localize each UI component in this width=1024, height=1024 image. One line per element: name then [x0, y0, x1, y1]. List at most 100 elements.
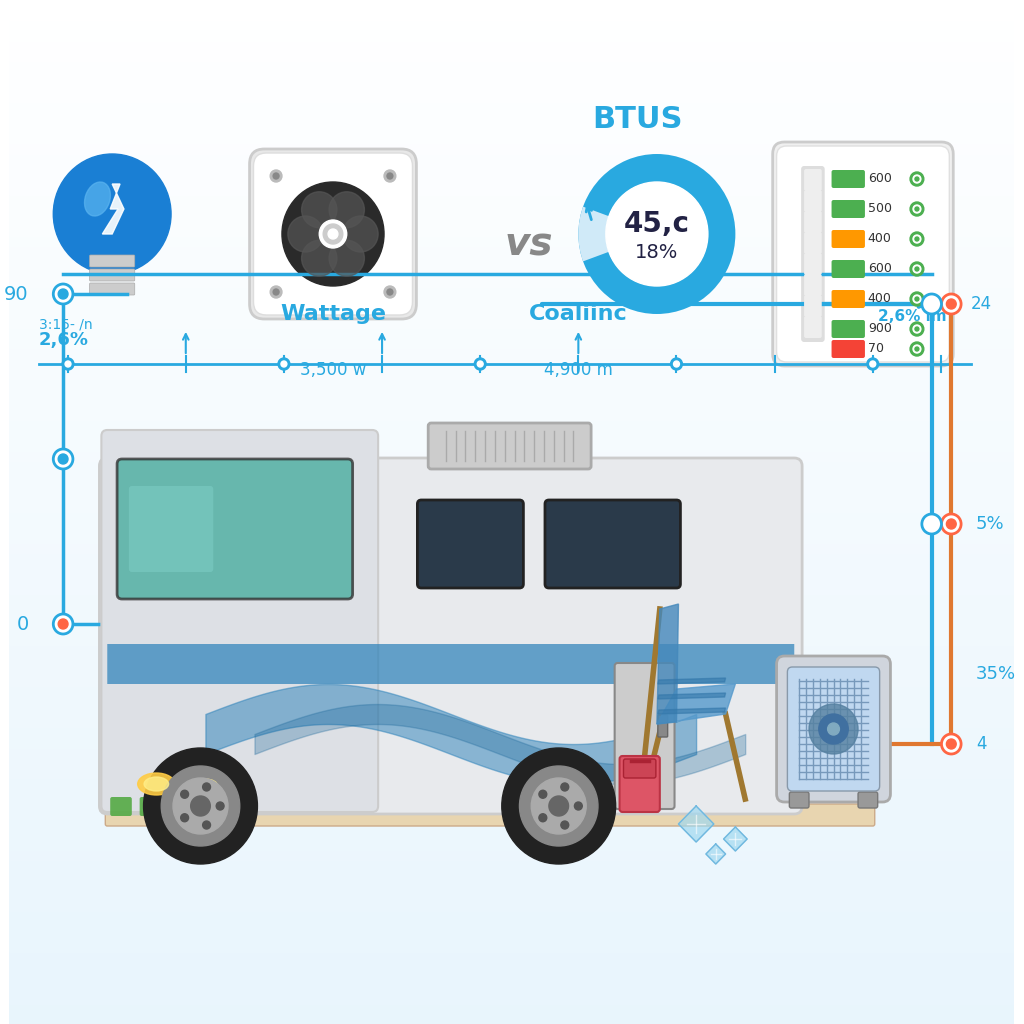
- Bar: [9, 707, 1014, 717]
- FancyBboxPatch shape: [804, 253, 821, 275]
- Circle shape: [946, 739, 956, 749]
- Circle shape: [282, 182, 384, 286]
- Bar: [9, 594, 1014, 604]
- Circle shape: [910, 292, 924, 306]
- Bar: [9, 102, 1014, 113]
- Bar: [9, 696, 1014, 707]
- FancyBboxPatch shape: [624, 759, 656, 778]
- Circle shape: [343, 216, 378, 252]
- Bar: [9, 870, 1014, 881]
- Text: 2,6%: 2,6%: [39, 331, 88, 349]
- Bar: [9, 942, 1014, 952]
- Circle shape: [387, 173, 393, 179]
- Bar: [9, 399, 1014, 410]
- FancyBboxPatch shape: [804, 169, 821, 191]
- Bar: [9, 133, 1014, 143]
- Bar: [9, 635, 1014, 645]
- Bar: [9, 686, 1014, 696]
- Bar: [9, 512, 1014, 522]
- Text: 3,500 w: 3,500 w: [300, 361, 367, 379]
- Bar: [9, 1004, 1014, 1014]
- Text: 70: 70: [868, 342, 884, 355]
- FancyBboxPatch shape: [804, 232, 821, 254]
- Text: 900: 900: [868, 323, 892, 336]
- Bar: [9, 61, 1014, 72]
- Circle shape: [561, 783, 568, 791]
- Bar: [9, 717, 1014, 727]
- Circle shape: [302, 191, 337, 227]
- FancyBboxPatch shape: [831, 290, 865, 308]
- Bar: [9, 328, 1014, 338]
- FancyBboxPatch shape: [831, 319, 865, 338]
- FancyBboxPatch shape: [858, 792, 878, 808]
- Bar: [9, 604, 1014, 614]
- Bar: [9, 768, 1014, 778]
- Circle shape: [216, 802, 224, 810]
- FancyBboxPatch shape: [787, 667, 880, 791]
- Bar: [9, 164, 1014, 174]
- FancyBboxPatch shape: [804, 274, 821, 296]
- Polygon shape: [657, 693, 726, 699]
- Bar: [9, 727, 1014, 737]
- Circle shape: [474, 358, 486, 370]
- FancyBboxPatch shape: [776, 146, 949, 362]
- Wedge shape: [579, 207, 609, 261]
- Text: 400: 400: [868, 293, 892, 305]
- Bar: [9, 625, 1014, 635]
- FancyBboxPatch shape: [804, 295, 821, 317]
- Bar: [9, 666, 1014, 676]
- Circle shape: [910, 232, 924, 246]
- Circle shape: [279, 358, 290, 370]
- Bar: [9, 0, 1014, 10]
- Circle shape: [203, 783, 211, 791]
- Bar: [9, 973, 1014, 983]
- Bar: [9, 461, 1014, 471]
- Bar: [9, 246, 1014, 256]
- Bar: [9, 297, 1014, 307]
- Circle shape: [180, 791, 188, 799]
- Text: 0: 0: [16, 614, 29, 634]
- Bar: [9, 287, 1014, 297]
- Bar: [9, 123, 1014, 133]
- Ellipse shape: [85, 182, 111, 216]
- Bar: [9, 901, 1014, 911]
- Text: 35%: 35%: [976, 665, 1016, 683]
- Bar: [9, 819, 1014, 829]
- Bar: [9, 92, 1014, 102]
- Text: 4,900 m: 4,900 m: [544, 361, 612, 379]
- FancyBboxPatch shape: [254, 153, 413, 315]
- Bar: [9, 430, 1014, 440]
- Circle shape: [913, 345, 921, 353]
- Text: 24: 24: [971, 295, 992, 313]
- Bar: [9, 410, 1014, 420]
- Circle shape: [915, 297, 919, 301]
- Circle shape: [324, 224, 343, 244]
- Bar: [9, 850, 1014, 860]
- Bar: [9, 41, 1014, 51]
- Bar: [9, 778, 1014, 788]
- Text: 500: 500: [868, 203, 892, 215]
- Circle shape: [941, 514, 962, 534]
- Bar: [9, 829, 1014, 840]
- Bar: [9, 1014, 1014, 1024]
- Circle shape: [910, 342, 924, 356]
- Bar: [9, 205, 1014, 215]
- Bar: [9, 236, 1014, 246]
- Bar: [9, 225, 1014, 236]
- Bar: [9, 553, 1014, 563]
- Bar: [9, 307, 1014, 317]
- FancyBboxPatch shape: [614, 663, 675, 809]
- FancyBboxPatch shape: [776, 656, 891, 802]
- Circle shape: [384, 286, 396, 298]
- Bar: [9, 788, 1014, 799]
- Bar: [9, 963, 1014, 973]
- Circle shape: [539, 791, 547, 799]
- Circle shape: [913, 295, 921, 303]
- Circle shape: [915, 347, 919, 351]
- Bar: [9, 748, 1014, 758]
- Text: Coaliinc: Coaliinc: [529, 304, 628, 324]
- Ellipse shape: [194, 779, 218, 793]
- Bar: [9, 655, 1014, 666]
- Circle shape: [319, 220, 347, 248]
- Bar: [9, 676, 1014, 686]
